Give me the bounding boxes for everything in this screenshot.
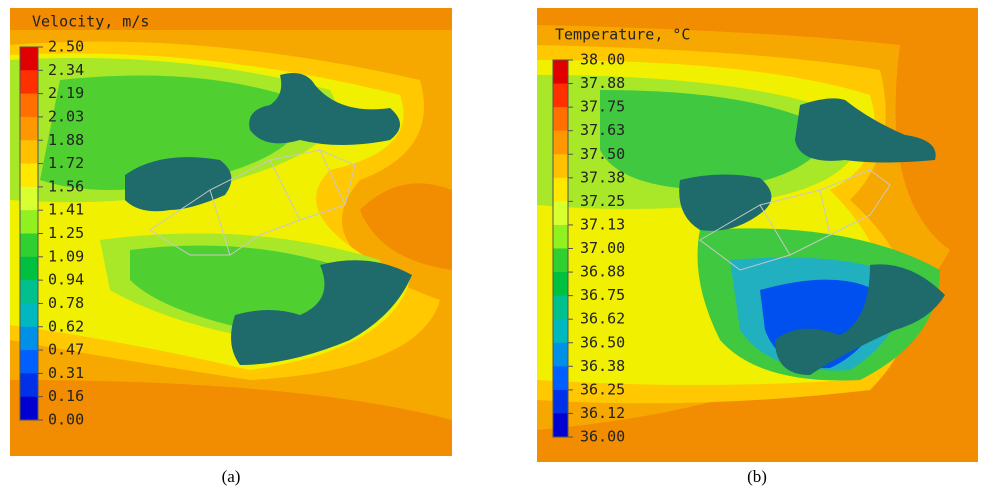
colorbar-label: 2.50 <box>48 38 84 56</box>
colorbar-band <box>20 116 38 141</box>
colorbar-band <box>20 210 38 234</box>
colorbar-band <box>20 70 38 95</box>
colorbar-band <box>20 47 38 71</box>
colorbar-label: 36.12 <box>580 404 625 422</box>
legend-title: Velocity, m/s <box>32 13 149 31</box>
colorbar-band <box>20 303 38 328</box>
colorbar-label: 37.50 <box>580 145 625 163</box>
colorbar-label: 36.50 <box>580 333 625 351</box>
colorbar-band <box>553 413 568 438</box>
colorbar-band <box>20 186 38 211</box>
colorbar-band <box>20 256 38 281</box>
colorbar-label: 2.19 <box>48 84 84 102</box>
colorbar-label: 0.47 <box>48 341 84 359</box>
colorbar-label: 0.78 <box>48 294 84 312</box>
colorbar-label: 37.13 <box>580 215 625 233</box>
colorbar-band <box>20 93 38 118</box>
colorbar-label: 0.94 <box>48 271 84 289</box>
colorbar-band <box>20 280 38 304</box>
colorbar-label: 38.00 <box>580 51 625 69</box>
panel-caption: (b) <box>747 467 767 486</box>
colorbar-label: 0.62 <box>48 317 84 335</box>
colorbar-band <box>553 342 568 367</box>
colorbar-band <box>553 130 568 155</box>
colorbar-label: 1.72 <box>48 154 84 172</box>
colorbar-band <box>553 224 568 249</box>
colorbar-band <box>20 350 38 374</box>
colorbar-band <box>20 373 38 398</box>
colorbar-label: 36.25 <box>580 380 625 398</box>
colorbar-label: 37.00 <box>580 239 625 257</box>
colorbar-band <box>553 248 568 273</box>
panel-a-field <box>10 8 452 456</box>
colorbar-label: 1.88 <box>48 131 84 149</box>
colorbar-label: 0.00 <box>48 411 84 429</box>
colorbar-label: 37.38 <box>580 168 625 186</box>
panel-caption: (a) <box>222 467 241 486</box>
colorbar-label: 0.31 <box>48 364 84 382</box>
colorbar-band <box>553 366 568 391</box>
colorbar-label: 37.63 <box>580 121 625 139</box>
colorbar-band <box>553 154 568 179</box>
colorbar-label: 1.25 <box>48 224 84 242</box>
colorbar-band <box>553 60 568 85</box>
colorbar-band <box>553 272 568 297</box>
colorbar-band <box>553 319 568 344</box>
colorbar-band <box>553 295 568 320</box>
colorbar-label: 2.34 <box>48 61 84 79</box>
colorbar-label: 1.56 <box>48 177 84 195</box>
colorbar-label: 2.03 <box>48 107 84 125</box>
colorbar-band <box>20 396 38 421</box>
colorbar-band <box>20 140 38 165</box>
colorbar-label: 0.16 <box>48 387 84 405</box>
colorbar-label: 36.62 <box>580 310 625 328</box>
colorbar-label: 37.75 <box>580 98 625 116</box>
colorbar-band <box>553 201 568 226</box>
panel-b-field <box>537 8 978 462</box>
colorbar-label: 36.38 <box>580 357 625 375</box>
colorbar-label: 1.09 <box>48 247 84 265</box>
colorbar-label: 37.25 <box>580 192 625 210</box>
colorbar-band <box>20 163 38 188</box>
legend-title: Temperature, °C <box>555 26 690 44</box>
colorbar-band <box>553 177 568 202</box>
colorbar-band <box>553 389 568 414</box>
colorbar-band <box>553 83 568 108</box>
colorbar-label: 36.88 <box>580 263 625 281</box>
colorbar-label: 37.88 <box>580 74 625 92</box>
colorbar-band <box>20 326 38 351</box>
colorbar-label: 36.00 <box>580 428 625 446</box>
colorbar-label: 1.41 <box>48 201 84 219</box>
colorbar-band <box>553 107 568 132</box>
colorbar-band <box>20 233 38 258</box>
colorbar-label: 36.75 <box>580 286 625 304</box>
